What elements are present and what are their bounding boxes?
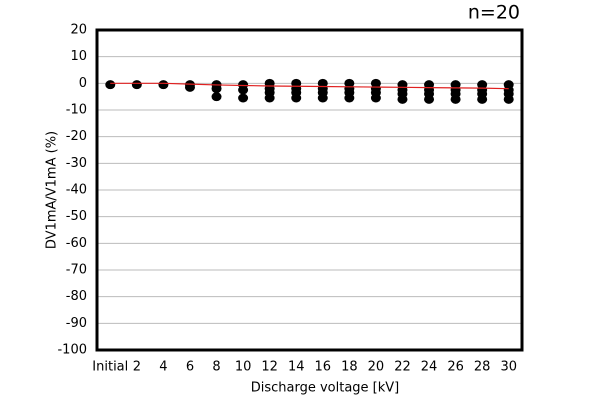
- x-axis-label: Discharge voltage [kV]: [251, 381, 400, 396]
- data-point: [344, 93, 355, 103]
- data-point: [503, 94, 514, 104]
- data-point: [477, 94, 488, 104]
- data-point: [211, 84, 222, 94]
- y-tick-label: 0: [79, 76, 87, 91]
- x-tick-label: Initial: [92, 360, 128, 375]
- y-tick-label: -40: [66, 183, 87, 198]
- y-tick-label: -90: [66, 316, 87, 331]
- x-tick-label: 14: [288, 360, 305, 375]
- x-tick-label: 10: [235, 360, 252, 375]
- y-axis-label: DV1mA/V1mA (%): [45, 131, 60, 249]
- x-tick-label: 28: [474, 360, 491, 375]
- y-tick-label: -80: [66, 289, 87, 304]
- y-tick-label: -100: [57, 343, 87, 358]
- y-tick-label: -10: [66, 103, 87, 118]
- trend-line: [110, 82, 509, 90]
- data-point: [264, 93, 275, 103]
- data-point: [184, 82, 195, 92]
- data-point: [158, 80, 169, 90]
- y-tick-label: -60: [66, 236, 87, 251]
- y-tick-label: -70: [66, 263, 87, 278]
- y-tick-label: 10: [70, 49, 87, 64]
- y-tick-label: -50: [66, 209, 87, 224]
- x-tick-label: 20: [368, 360, 385, 375]
- y-tick-label: -30: [66, 156, 87, 171]
- data-point: [105, 80, 116, 90]
- data-point: [397, 94, 408, 104]
- x-tick-label: 16: [315, 360, 332, 375]
- data-point: [211, 92, 222, 102]
- y-tick-label: 20: [70, 23, 87, 38]
- x-tick-label: 4: [159, 360, 167, 375]
- x-tick-label: 8: [212, 360, 220, 375]
- data-point: [317, 93, 328, 103]
- data-point: [238, 93, 249, 103]
- x-tick-label: 2: [133, 360, 141, 375]
- x-tick-label: 26: [447, 360, 464, 375]
- x-tick-label: 24: [421, 360, 438, 375]
- x-tick-label: 6: [186, 360, 194, 375]
- x-tick-label: 22: [394, 360, 411, 375]
- data-point: [291, 93, 302, 103]
- y-tick-label: -20: [66, 129, 87, 144]
- data-point: [370, 93, 381, 103]
- data-point: [131, 80, 142, 90]
- data-point: [424, 94, 435, 104]
- x-tick-label: 30: [500, 360, 517, 375]
- x-tick-label: 12: [261, 360, 278, 375]
- plot-frame: [95, 28, 524, 352]
- data-point: [238, 85, 249, 95]
- x-tick-label: 18: [341, 360, 358, 375]
- data-point: [450, 94, 461, 104]
- annotation: n=20: [468, 2, 520, 24]
